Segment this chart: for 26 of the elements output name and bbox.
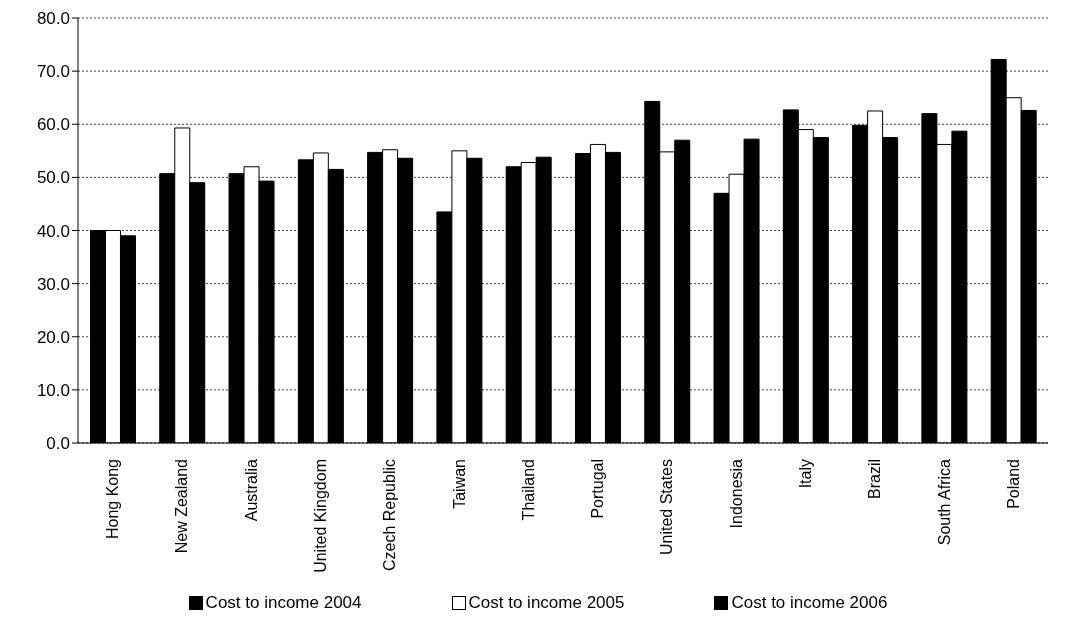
y-tick-label: 30.0 xyxy=(36,274,70,294)
x-tick-label: Australia xyxy=(242,458,260,522)
x-tick-label: Poland xyxy=(1004,459,1022,509)
y-tick-label: 60.0 xyxy=(36,115,70,135)
x-tick-label: Hong Kong xyxy=(104,459,122,540)
legend-label: Cost to income 2004 xyxy=(204,593,362,613)
x-tick-label: Thailand xyxy=(519,459,537,521)
y-tick-label: 10.0 xyxy=(36,380,70,400)
x-tick-label: Italy xyxy=(797,459,814,489)
y-tick-label: 80.0 xyxy=(36,9,70,29)
y-tick-label: 50.0 xyxy=(36,168,70,188)
x-tick-label: United Kingdom xyxy=(312,459,329,573)
x-tick-label: Brazil xyxy=(866,459,884,500)
x-tick-label: Czech Republic xyxy=(381,459,399,572)
x-tick-label: United States xyxy=(658,459,676,556)
x-tick-label: Taiwan xyxy=(450,459,468,509)
y-tick-label: 70.0 xyxy=(36,62,70,82)
x-tick-label: South Africa xyxy=(935,458,953,546)
x-tick-label: Portugal xyxy=(589,459,607,519)
y-tick-label: 0.0 xyxy=(46,434,70,454)
legend-label: Cost to income 2005 xyxy=(467,593,625,613)
legend-label: Cost to income 2006 xyxy=(730,593,888,613)
x-tick-label: New Zealand xyxy=(173,459,191,554)
x-tick-label: Indonesia xyxy=(727,458,745,529)
y-tick-label: 40.0 xyxy=(36,221,70,241)
y-tick-label: 20.0 xyxy=(36,327,70,347)
